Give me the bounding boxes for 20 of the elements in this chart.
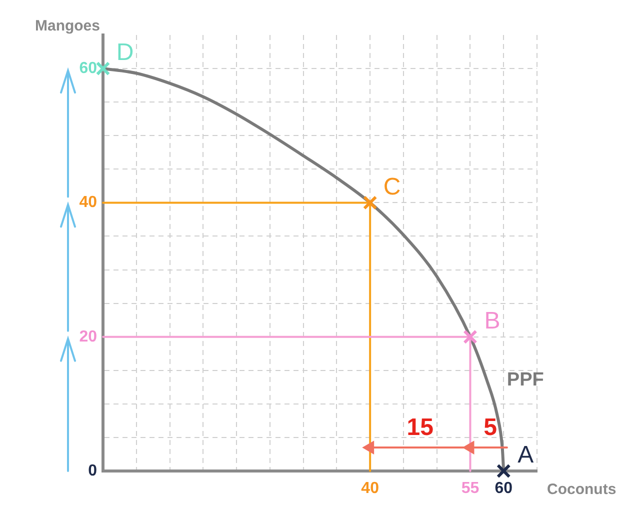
- point: [362, 196, 378, 210]
- annotation: 15: [406, 414, 434, 442]
- y-tick-label: 60: [79, 60, 98, 77]
- y-tick-label: 0: [88, 462, 98, 480]
- point: [96, 61, 110, 76]
- x-tick-label: 55: [461, 480, 480, 498]
- series-label: D: [116, 39, 134, 66]
- y-tick-label: 20: [79, 328, 98, 346]
- annotation: 5: [484, 414, 497, 442]
- y-tick-label: 40: [79, 194, 98, 212]
- x-tick-label: 60: [494, 480, 513, 498]
- series-label: B: [484, 307, 500, 334]
- x-tick-label: 40: [361, 480, 380, 498]
- series-label: PPF: [506, 370, 544, 391]
- y-axis-title: Mangoes: [34, 18, 100, 35]
- series-label: C: [383, 173, 401, 200]
- point: [463, 330, 478, 344]
- x-axis-title: Coconuts: [547, 481, 616, 498]
- point: [496, 464, 511, 478]
- series-label: A: [518, 442, 534, 469]
